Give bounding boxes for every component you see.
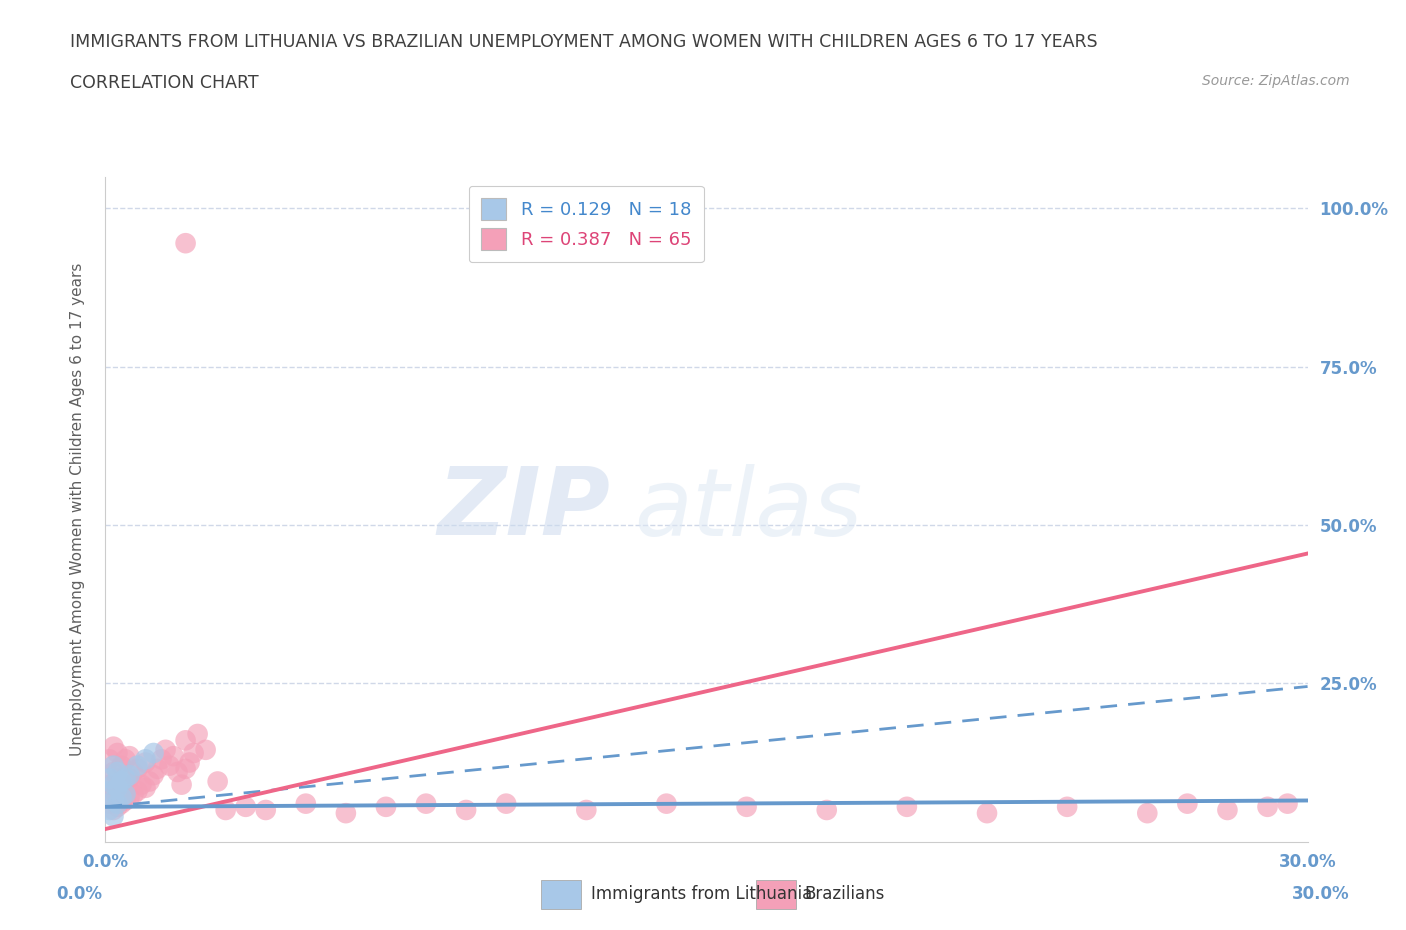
Point xyxy=(815,803,838,817)
Text: 0.0%: 0.0% xyxy=(56,884,103,903)
Point xyxy=(495,796,517,811)
Point xyxy=(159,758,181,773)
Text: IMMIGRANTS FROM LITHUANIA VS BRAZILIAN UNEMPLOYMENT AMONG WOMEN WITH CHILDREN AG: IMMIGRANTS FROM LITHUANIA VS BRAZILIAN U… xyxy=(70,33,1098,50)
Point xyxy=(98,803,121,817)
Point xyxy=(142,746,165,761)
FancyBboxPatch shape xyxy=(756,880,796,910)
Point xyxy=(98,784,121,799)
Text: Source: ZipAtlas.com: Source: ZipAtlas.com xyxy=(1202,74,1350,88)
Point xyxy=(110,774,132,789)
Point xyxy=(118,749,141,764)
Point xyxy=(155,742,177,757)
Text: atlas: atlas xyxy=(634,464,863,554)
Point xyxy=(98,771,121,786)
Point xyxy=(107,796,129,811)
Point xyxy=(575,803,598,817)
Point xyxy=(1056,800,1078,815)
Point xyxy=(166,764,188,779)
Point xyxy=(103,793,125,808)
Point xyxy=(107,800,129,815)
Text: Immigrants from Lithuania: Immigrants from Lithuania xyxy=(591,884,811,903)
Point xyxy=(107,780,129,795)
FancyBboxPatch shape xyxy=(541,880,581,910)
Point xyxy=(103,764,125,779)
Point xyxy=(107,746,129,761)
Point xyxy=(110,777,132,792)
Point xyxy=(107,780,129,795)
Point xyxy=(103,777,125,792)
Point xyxy=(131,777,153,792)
Point xyxy=(415,796,437,811)
Text: ZIP: ZIP xyxy=(437,463,610,555)
Point xyxy=(174,733,197,748)
Point xyxy=(98,751,121,766)
Point xyxy=(174,236,197,251)
Point xyxy=(110,796,132,811)
Point xyxy=(896,800,918,815)
Point xyxy=(1177,796,1199,811)
Point xyxy=(187,726,209,741)
Point xyxy=(374,800,398,815)
Point xyxy=(194,742,217,757)
Point xyxy=(1136,805,1159,820)
Point xyxy=(1257,800,1279,815)
Point xyxy=(110,790,132,804)
Point xyxy=(110,758,132,773)
Point xyxy=(976,805,998,820)
Point xyxy=(114,771,136,786)
Point xyxy=(150,751,173,766)
Point xyxy=(735,800,758,815)
Point xyxy=(107,764,129,779)
Point xyxy=(114,787,136,802)
Point xyxy=(107,771,129,786)
Point xyxy=(335,805,357,820)
Point xyxy=(146,762,169,777)
Point xyxy=(103,803,125,817)
Point xyxy=(214,803,236,817)
Point xyxy=(138,774,160,789)
Point xyxy=(1277,796,1299,811)
Point xyxy=(118,790,141,804)
Point xyxy=(114,793,136,808)
Point xyxy=(135,780,157,795)
Point xyxy=(114,751,136,766)
Point xyxy=(170,777,193,792)
Point xyxy=(118,771,141,786)
Point xyxy=(127,758,149,773)
Text: CORRELATION CHART: CORRELATION CHART xyxy=(70,74,259,92)
Point xyxy=(454,803,477,817)
Point xyxy=(174,762,197,777)
Point xyxy=(122,787,145,802)
Legend: R = 0.129   N = 18, R = 0.387   N = 65: R = 0.129 N = 18, R = 0.387 N = 65 xyxy=(468,186,704,262)
Point xyxy=(162,749,184,764)
Point xyxy=(142,768,165,783)
Point xyxy=(254,803,277,817)
Point xyxy=(98,796,121,811)
Point xyxy=(127,762,149,777)
Point xyxy=(183,746,205,761)
Text: 30.0%: 30.0% xyxy=(1292,884,1350,903)
Point xyxy=(179,755,201,770)
Text: Brazilians: Brazilians xyxy=(804,884,884,903)
Point xyxy=(103,739,125,754)
Point xyxy=(103,809,125,824)
Point xyxy=(103,784,125,799)
Y-axis label: Unemployment Among Women with Children Ages 6 to 17 years: Unemployment Among Women with Children A… xyxy=(70,262,84,756)
Point xyxy=(98,777,121,792)
Point xyxy=(207,774,229,789)
Point xyxy=(1216,803,1239,817)
Point xyxy=(118,768,141,783)
Point xyxy=(655,796,678,811)
Point xyxy=(103,758,125,773)
Point xyxy=(114,774,136,789)
Point xyxy=(295,796,318,811)
Point xyxy=(235,800,257,815)
Point xyxy=(135,751,157,766)
Point xyxy=(122,764,145,779)
Point xyxy=(135,755,157,770)
Point xyxy=(127,784,149,799)
